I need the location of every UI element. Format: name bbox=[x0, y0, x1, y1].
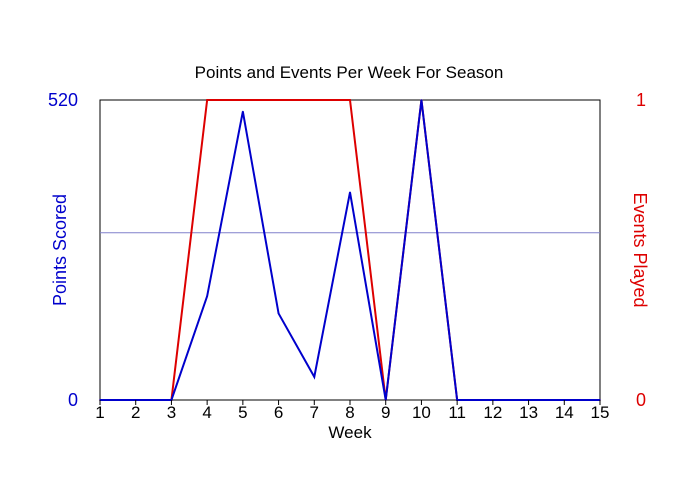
x-tick-label: 10 bbox=[412, 403, 431, 422]
x-tick-label: 4 bbox=[202, 403, 211, 422]
x-tick-label: 8 bbox=[345, 403, 354, 422]
x-tick-label: 2 bbox=[131, 403, 140, 422]
data-point-right-week-7 bbox=[313, 99, 316, 101]
x-tick-label: 9 bbox=[381, 403, 390, 422]
left-tick-label: 520 bbox=[48, 90, 78, 110]
x-tick-label: 3 bbox=[167, 403, 176, 422]
x-tick-label: 12 bbox=[483, 403, 502, 422]
right-tick-label: 1 bbox=[636, 90, 646, 110]
x-axis-label: Week bbox=[328, 423, 372, 442]
data-point-left-week-7 bbox=[313, 376, 316, 378]
right-axis-label: Events Played bbox=[630, 192, 650, 307]
data-point-right-week-4 bbox=[206, 99, 208, 101]
x-tick-label: 14 bbox=[555, 403, 574, 422]
x-tick-label: 7 bbox=[310, 403, 319, 422]
data-point-left-week-6 bbox=[277, 312, 280, 315]
series-layer bbox=[99, 99, 601, 401]
data-point-right-week-6 bbox=[277, 99, 280, 101]
x-tick-label: 11 bbox=[448, 403, 466, 422]
data-point-left-week-10 bbox=[420, 99, 423, 101]
chart-title: Points and Events Per Week For Season bbox=[195, 63, 504, 82]
right-tick-label: 0 bbox=[636, 390, 646, 410]
x-tick-label: 1 bbox=[95, 403, 104, 422]
data-point-right-week-5 bbox=[242, 99, 244, 101]
x-tick-label: 6 bbox=[274, 403, 283, 422]
right-axis-ticks: 01 bbox=[636, 90, 646, 410]
data-point-right-week-8 bbox=[349, 99, 351, 101]
x-axis-ticks: 1 2 3 4 5 6 7 8 9 10 11 12 13 14 15 bbox=[95, 400, 609, 422]
x-tick-label: 13 bbox=[519, 403, 538, 422]
left-axis-label: Points Scored bbox=[50, 194, 70, 306]
data-point-left-week-8 bbox=[349, 191, 351, 194]
left-axis-ticks: 0 520 bbox=[48, 90, 78, 410]
data-point-left-week-5 bbox=[242, 110, 244, 113]
x-tick-label: 15 bbox=[591, 403, 610, 422]
left-tick-label: 0 bbox=[68, 390, 78, 410]
x-tick-label: 5 bbox=[238, 403, 247, 422]
data-point-left-week-4 bbox=[206, 295, 208, 297]
